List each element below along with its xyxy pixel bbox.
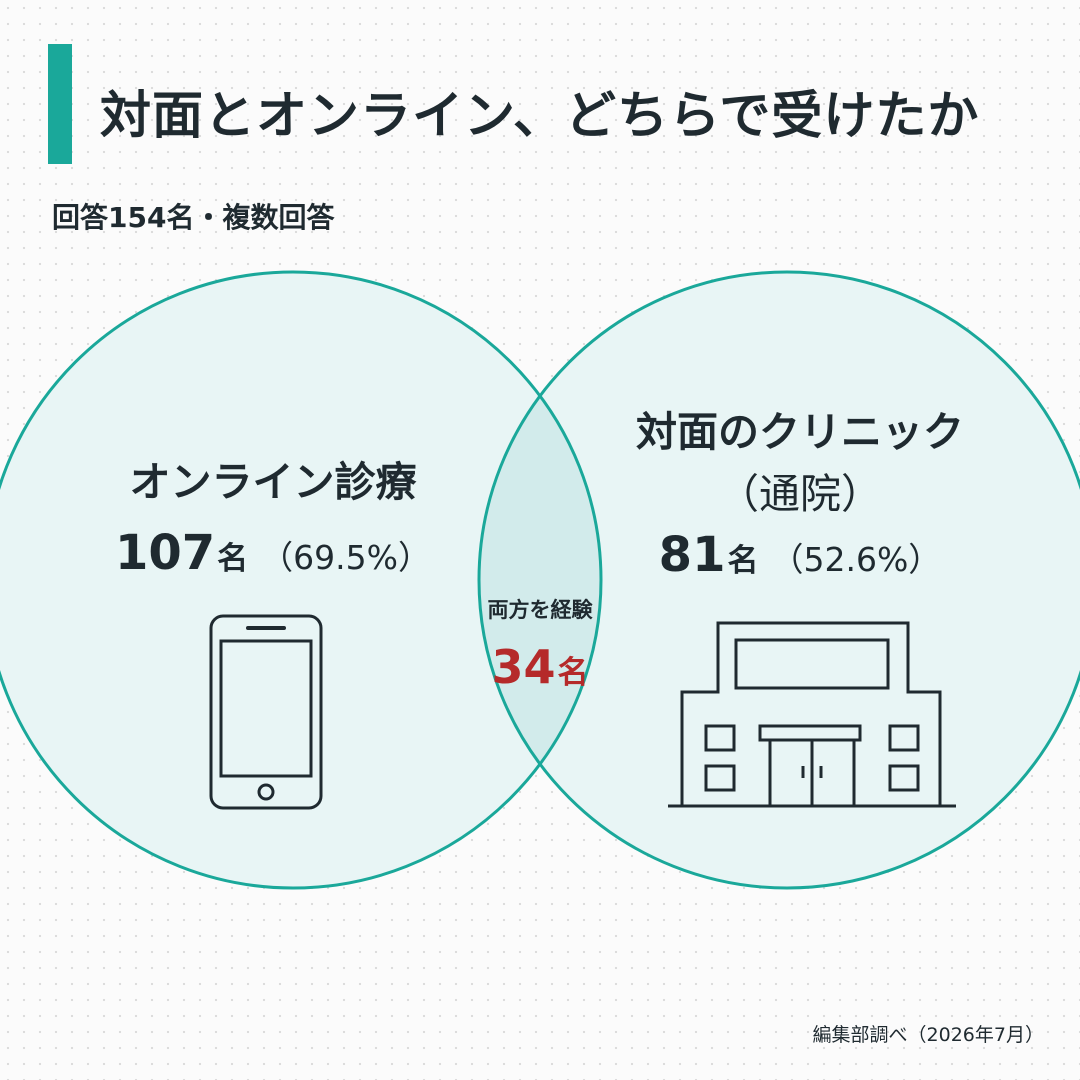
source-note: 編集部調べ（2026年7月） (812, 1024, 1044, 1046)
page-subtitle: 回答154名・複数回答 (52, 201, 335, 234)
clinic-circle-fill (479, 272, 1080, 888)
online-percent: （69.5%） (260, 538, 432, 577)
clinic-count-group: 81名 （52.6%） (610, 527, 990, 583)
title-accent-bar (48, 44, 72, 164)
online-count: 107 (114, 525, 216, 581)
clinic-circle (477, 270, 1080, 890)
clinic-count: 81 (658, 527, 726, 583)
clinic-percent: （52.6%） (770, 540, 942, 579)
smartphone-icon (209, 614, 323, 810)
online-circle-fill (0, 272, 601, 888)
overlap-count-unit: 名 (557, 655, 589, 691)
online-circle (0, 270, 603, 890)
page-title: 対面とオンライン、どちらで受けたか (100, 87, 980, 146)
overlap-count-group: 34名 (470, 640, 610, 694)
overlap-label: 両方を経験 (487, 598, 593, 622)
online-count-group: 107名 （69.5%） (73, 525, 473, 581)
overlap-count: 34 (491, 640, 556, 694)
clinic-label: 対面のクリニック (636, 408, 964, 456)
clinic-label-sub: （通院） (718, 470, 882, 518)
clinic-count-unit: 名 (727, 543, 759, 579)
online-label: オンライン診療 (129, 458, 417, 506)
online-count-unit: 名 (217, 541, 249, 577)
clinic-building-icon (668, 621, 956, 808)
